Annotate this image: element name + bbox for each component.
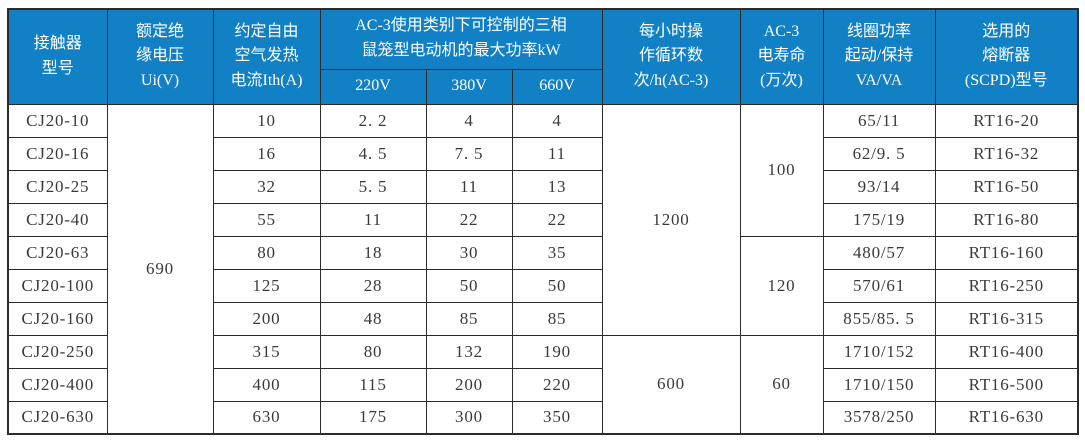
table-row: CJ20-63 80 18 30 35 120 480/57 RT16-160: [7, 235, 1079, 336]
cell-power-380v: 200: [425, 367, 513, 402]
cell-model: CJ20-40: [7, 202, 108, 237]
cell-coil-power: 570/61: [822, 268, 936, 303]
table-row: CJ20-250 315 80 132 190 600 60 1710/152 …: [7, 334, 1079, 435]
cell-fuse-type: RT16-500: [934, 367, 1079, 402]
cell-ith: 80: [212, 235, 321, 270]
cell-fuse-type: RT16-32: [934, 136, 1079, 171]
header-operating-cycles: 每小时操 作循环数 次/h(AC-3): [601, 8, 741, 105]
cell-coil-power: 93/14: [822, 169, 936, 204]
cell-fuse-type: RT16-50: [934, 169, 1079, 204]
cell-power-660v: 190: [511, 334, 603, 369]
header-thermal-current: 约定自由 空气发热 电流Ith(A): [212, 8, 321, 105]
cell-model: CJ20-25: [7, 169, 108, 204]
cell-power-380v: 7. 5: [425, 136, 513, 171]
cell-power-220v: 2. 2: [319, 103, 427, 138]
cell-fuse-type: RT16-400: [934, 334, 1079, 369]
cell-power-220v: 175: [319, 400, 427, 435]
cell-fuse-type: RT16-250: [934, 268, 1079, 303]
cell-power-220v: 11: [319, 202, 427, 237]
table-row: CJ20-40 55 11 22 22 175/19 RT16-80: [7, 202, 1079, 237]
cell-power-380v: 300: [425, 400, 513, 435]
cell-power-380v: 85: [425, 301, 513, 336]
header-contactor-model: 接触器 型号: [7, 8, 108, 105]
table-row: CJ20-10 690 10 2. 2 4 4 1200 100 65/11 R…: [7, 103, 1079, 435]
subheader-220v: 220V: [319, 68, 427, 105]
cell-ith: 200: [212, 301, 321, 336]
cell-coil-power: 65/11: [822, 103, 936, 138]
cell-coil-power: 480/57: [822, 235, 936, 270]
cell-model: CJ20-16: [7, 136, 108, 171]
cell-model: CJ20-630: [7, 400, 108, 435]
cell-ith: 125: [212, 268, 321, 303]
cell-power-660v: 35: [511, 235, 603, 270]
cell-power-380v: 50: [425, 268, 513, 303]
cell-power-220v: 18: [319, 235, 427, 270]
header-fuse-type: 选用的 熔断器 (SCPD)型号: [934, 8, 1079, 105]
header-insulation-voltage: 额定绝 缘电压 Ui(V): [106, 8, 214, 105]
cell-power-220v: 28: [319, 268, 427, 303]
cell-coil-power: 1710/152: [822, 334, 936, 369]
cell-power-660v: 11: [511, 136, 603, 171]
cell-model: CJ20-10: [7, 103, 108, 138]
cell-power-660v: 4: [511, 103, 603, 138]
cell-power-380v: 4: [425, 103, 513, 138]
cell-power-220v: 48: [319, 301, 427, 336]
cell-fuse-type: RT16-315: [934, 301, 1079, 336]
cell-life-span: 60: [739, 334, 824, 435]
table-row: CJ20-16 16 4. 5 7. 5 11 62/9. 5 RT16-32: [7, 136, 1079, 171]
cell-ith: 16: [212, 136, 321, 171]
cell-model: CJ20-160: [7, 301, 108, 336]
cell-coil-power: 855/85. 5: [822, 301, 936, 336]
table-row: CJ20-400 400 115 200 220 1710/150 RT16-5…: [7, 367, 1079, 402]
cell-ith: 55: [212, 202, 321, 237]
subheader-380v: 380V: [425, 68, 513, 105]
cell-power-660v: 220: [511, 367, 603, 402]
contactor-spec-table: 接触器 型号 额定绝 缘电压 Ui(V) 约定自由 空气发热 电流Ith(A) …: [7, 8, 1079, 435]
cell-power-220v: 5. 5: [319, 169, 427, 204]
cell-model: CJ20-100: [7, 268, 108, 303]
cell-ith: 315: [212, 334, 321, 369]
table-row: CJ20-630 630 175 300 350 3578/250 RT16-6…: [7, 400, 1079, 435]
cell-fuse-type: RT16-80: [934, 202, 1079, 237]
cell-fuse-type: RT16-20: [934, 103, 1079, 138]
cell-ui-voltage-span: 690: [106, 103, 214, 435]
cell-power-660v: 50: [511, 268, 603, 303]
cell-power-660v: 85: [511, 301, 603, 336]
cell-power-660v: 13: [511, 169, 603, 204]
cell-power-220v: 4. 5: [319, 136, 427, 171]
cell-coil-power: 175/19: [822, 202, 936, 237]
cell-power-380v: 22: [425, 202, 513, 237]
cell-fuse-type: RT16-160: [934, 235, 1079, 270]
cell-coil-power: 3578/250: [822, 400, 936, 435]
cell-power-380v: 11: [425, 169, 513, 204]
cell-model: CJ20-400: [7, 367, 108, 402]
table-row: CJ20-100 125 28 50 50 570/61 RT16-250: [7, 268, 1079, 303]
cell-power-220v: 115: [319, 367, 427, 402]
header-electrical-life: AC-3 电寿命 (万次): [739, 8, 824, 105]
cell-cycles-span: 1200: [601, 103, 741, 336]
cell-power-380v: 132: [425, 334, 513, 369]
cell-power-380v: 30: [425, 235, 513, 270]
header-ac3-motor-power-group: AC-3使用类别下可控制的三相 鼠笼型电动机的最大功率kW: [319, 8, 603, 70]
cell-power-660v: 22: [511, 202, 603, 237]
cell-life-span: 120: [739, 235, 824, 336]
cell-ith: 10: [212, 103, 321, 138]
cell-cycles-span: 600: [601, 334, 741, 435]
cell-coil-power: 1710/150: [822, 367, 936, 402]
cell-ith: 400: [212, 367, 321, 402]
table-row: CJ20-160 200 48 85 85 855/85. 5 RT16-315: [7, 301, 1079, 336]
cell-fuse-type: RT16-630: [934, 400, 1079, 435]
table-row: CJ20-25 32 5. 5 11 13 93/14 RT16-50: [7, 169, 1079, 204]
cell-power-660v: 350: [511, 400, 603, 435]
subheader-660v: 660V: [511, 68, 603, 105]
cell-power-220v: 80: [319, 334, 427, 369]
header-coil-power: 线圈功率 起动/保持 VA/VA: [822, 8, 936, 105]
cell-model: CJ20-63: [7, 235, 108, 270]
cell-ith: 32: [212, 169, 321, 204]
cell-coil-power: 62/9. 5: [822, 136, 936, 171]
cell-ith: 630: [212, 400, 321, 435]
cell-life-span: 100: [739, 103, 824, 237]
cell-model: CJ20-250: [7, 334, 108, 369]
